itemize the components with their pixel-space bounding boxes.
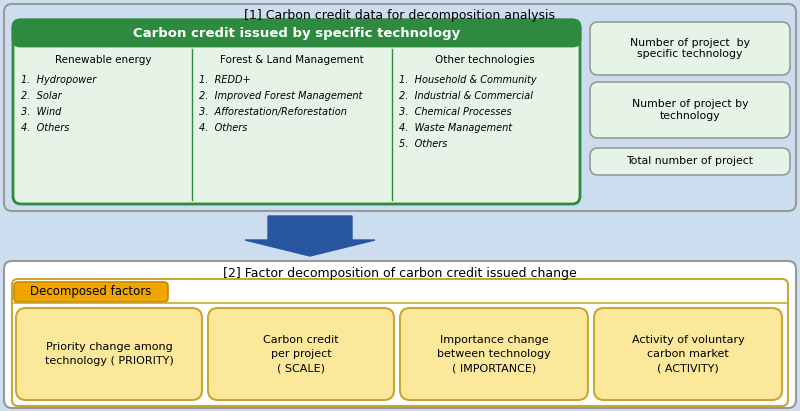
FancyBboxPatch shape [594,308,782,400]
FancyBboxPatch shape [14,282,168,302]
Text: [2] Factor decomposition of carbon credit issued change: [2] Factor decomposition of carbon credi… [223,268,577,280]
Text: Importance change: Importance change [440,335,548,345]
FancyBboxPatch shape [590,148,790,175]
Text: Priority change among: Priority change among [46,342,172,352]
Text: Decomposed factors: Decomposed factors [30,286,152,298]
Text: Carbon credit issued by specific technology: Carbon credit issued by specific technol… [133,26,460,39]
FancyBboxPatch shape [590,82,790,138]
Text: carbon market: carbon market [647,349,729,359]
Text: ( IMPORTANCE): ( IMPORTANCE) [452,363,536,373]
Text: [1] Carbon credit data for decomposition analysis: [1] Carbon credit data for decomposition… [245,9,555,23]
Text: Forest & Land Management: Forest & Land Management [220,55,364,65]
Text: Number of project  by
specific technology: Number of project by specific technology [630,38,750,59]
Text: Number of project by
technology: Number of project by technology [632,99,748,121]
Text: 2.  Industrial & Commercial: 2. Industrial & Commercial [399,91,533,101]
FancyBboxPatch shape [12,279,788,406]
FancyBboxPatch shape [4,4,796,211]
Text: 1.  REDD+: 1. REDD+ [199,75,250,85]
Text: between technology: between technology [437,349,551,359]
Text: 2.  Solar: 2. Solar [21,91,62,101]
Text: per project: per project [270,349,331,359]
Text: 4.  Others: 4. Others [21,123,70,133]
FancyBboxPatch shape [400,308,588,400]
FancyBboxPatch shape [16,308,202,400]
Text: 2.  Improved Forest Management: 2. Improved Forest Management [199,91,362,101]
Text: Activity of voluntary: Activity of voluntary [632,335,744,345]
Polygon shape [245,216,375,256]
Text: 4.  Waste Management: 4. Waste Management [399,123,512,133]
Text: ( SCALE): ( SCALE) [277,363,325,373]
Text: 1.  Household & Community: 1. Household & Community [399,75,537,85]
FancyBboxPatch shape [4,261,796,408]
Text: Other technologies: Other technologies [434,55,534,65]
FancyBboxPatch shape [13,20,580,46]
Text: 4.  Others: 4. Others [199,123,247,133]
Text: Carbon credit: Carbon credit [263,335,339,345]
Text: Total number of project: Total number of project [626,157,754,166]
Text: 5.  Others: 5. Others [399,139,447,149]
FancyBboxPatch shape [208,308,394,400]
FancyBboxPatch shape [13,20,580,204]
Text: 1.  Hydropower: 1. Hydropower [21,75,96,85]
Text: Renewable energy: Renewable energy [54,55,151,65]
Text: 3.  Chemical Processes: 3. Chemical Processes [399,107,512,117]
Text: ( ACTIVITY): ( ACTIVITY) [657,363,719,373]
Text: 3.  Wind: 3. Wind [21,107,62,117]
FancyBboxPatch shape [590,22,790,75]
Text: 3.  Afforestation/Reforestation: 3. Afforestation/Reforestation [199,107,347,117]
Text: technology ( PRIORITY): technology ( PRIORITY) [45,356,174,366]
